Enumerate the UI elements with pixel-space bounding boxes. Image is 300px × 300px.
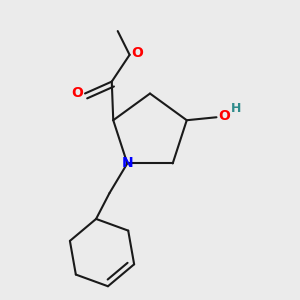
Text: O: O xyxy=(72,86,83,100)
Text: H: H xyxy=(231,102,241,115)
Text: O: O xyxy=(131,46,143,60)
Text: O: O xyxy=(218,109,230,123)
Text: N: N xyxy=(122,156,133,170)
